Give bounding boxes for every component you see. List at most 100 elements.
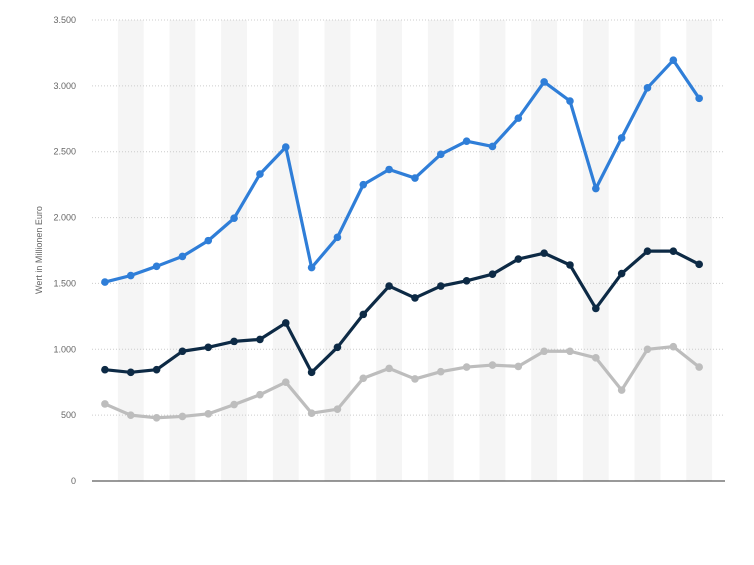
data-point[interactable] (514, 362, 523, 371)
data-point[interactable] (617, 269, 626, 278)
data-point[interactable] (333, 405, 342, 414)
data-point[interactable] (204, 343, 213, 352)
series-line (103, 345, 701, 420)
data-point[interactable] (540, 78, 548, 86)
data-point[interactable] (411, 294, 419, 302)
data-point[interactable] (230, 337, 238, 346)
grid-band (427, 20, 454, 481)
data-point[interactable] (540, 347, 548, 356)
data-point[interactable] (385, 282, 393, 290)
data-point[interactable] (695, 363, 703, 371)
data-point[interactable] (126, 368, 135, 377)
data-point[interactable] (256, 390, 264, 399)
data-point[interactable] (540, 249, 548, 257)
data-point[interactable] (643, 84, 652, 92)
data-point[interactable] (385, 165, 393, 174)
data-point[interactable] (669, 342, 678, 351)
data-point[interactable] (385, 364, 393, 373)
series-2 (101, 247, 703, 377)
data-point[interactable] (256, 335, 264, 344)
data-point[interactable] (152, 365, 161, 374)
data-point[interactable] (566, 97, 574, 105)
y-tick-label: 3.500 (53, 15, 76, 25)
data-point[interactable] (359, 374, 368, 383)
data-point[interactable] (256, 170, 264, 178)
data-point[interactable] (230, 214, 238, 223)
data-point[interactable] (669, 247, 678, 255)
data-point[interactable] (592, 354, 600, 362)
data-point[interactable] (333, 233, 342, 242)
y-tick-label: 500 (61, 410, 76, 420)
data-point[interactable] (436, 367, 445, 376)
data-point[interactable] (359, 180, 368, 189)
data-point[interactable] (695, 260, 703, 269)
data-point[interactable] (462, 276, 471, 285)
data-point[interactable] (230, 400, 238, 409)
grid-band (686, 20, 713, 481)
data-point[interactable] (281, 319, 290, 327)
y-tick-label: 2.000 (53, 213, 76, 223)
data-point[interactable] (488, 361, 497, 369)
data-point[interactable] (643, 247, 652, 255)
data-point[interactable] (617, 386, 626, 394)
data-point[interactable] (101, 278, 109, 286)
y-tick-label: 2.500 (53, 147, 76, 157)
grid-band (221, 20, 248, 481)
data-point[interactable] (204, 410, 213, 418)
data-point[interactable] (152, 413, 161, 422)
data-point[interactable] (436, 282, 445, 290)
series-group (101, 56, 703, 422)
y-tick-label: 1.500 (53, 278, 76, 288)
data-point[interactable] (307, 263, 316, 272)
grid-band (324, 20, 351, 481)
data-point[interactable] (333, 343, 342, 352)
data-point[interactable] (411, 174, 419, 182)
data-point[interactable] (307, 409, 316, 417)
y-tick-label: 1.000 (53, 344, 76, 354)
data-point[interactable] (488, 142, 497, 151)
grid-band (272, 20, 299, 481)
data-point[interactable] (178, 412, 187, 421)
grid-band (376, 20, 403, 481)
data-point[interactable] (126, 271, 135, 280)
data-point[interactable] (307, 368, 316, 377)
data-point[interactable] (566, 261, 574, 269)
grid-band (479, 20, 506, 481)
data-point[interactable] (101, 365, 109, 374)
data-point[interactable] (281, 143, 290, 151)
data-point[interactable] (592, 184, 600, 193)
data-point[interactable] (695, 94, 703, 103)
data-point[interactable] (488, 270, 497, 279)
y-axis-ticks: 0 500 1.000 1.500 2.000 2.500 3.000 3.500 (53, 15, 76, 486)
data-point[interactable] (126, 411, 135, 419)
data-point[interactable] (152, 262, 161, 271)
y-tick-label: 0 (71, 476, 76, 486)
grid-band (582, 20, 609, 481)
series-line (103, 58, 701, 284)
data-point[interactable] (617, 134, 626, 142)
data-point[interactable] (204, 236, 213, 245)
data-point[interactable] (462, 137, 471, 145)
data-point[interactable] (436, 150, 445, 159)
data-point[interactable] (178, 347, 187, 356)
data-point[interactable] (643, 345, 652, 354)
data-point[interactable] (178, 252, 187, 261)
data-point[interactable] (669, 56, 678, 64)
data-point[interactable] (566, 347, 574, 356)
data-point[interactable] (101, 400, 109, 408)
alternating-bands (117, 20, 713, 481)
data-point[interactable] (514, 255, 523, 263)
data-point[interactable] (592, 304, 600, 313)
series-1 (101, 56, 703, 286)
data-point[interactable] (281, 378, 290, 387)
series-3 (101, 342, 703, 422)
grid-band (117, 20, 144, 481)
data-point[interactable] (514, 114, 523, 122)
data-point[interactable] (411, 375, 419, 383)
y-axis-title: Wert in Millionen Euro (34, 206, 44, 294)
data-point[interactable] (462, 363, 471, 371)
series-line (103, 249, 701, 374)
data-point[interactable] (359, 310, 368, 319)
